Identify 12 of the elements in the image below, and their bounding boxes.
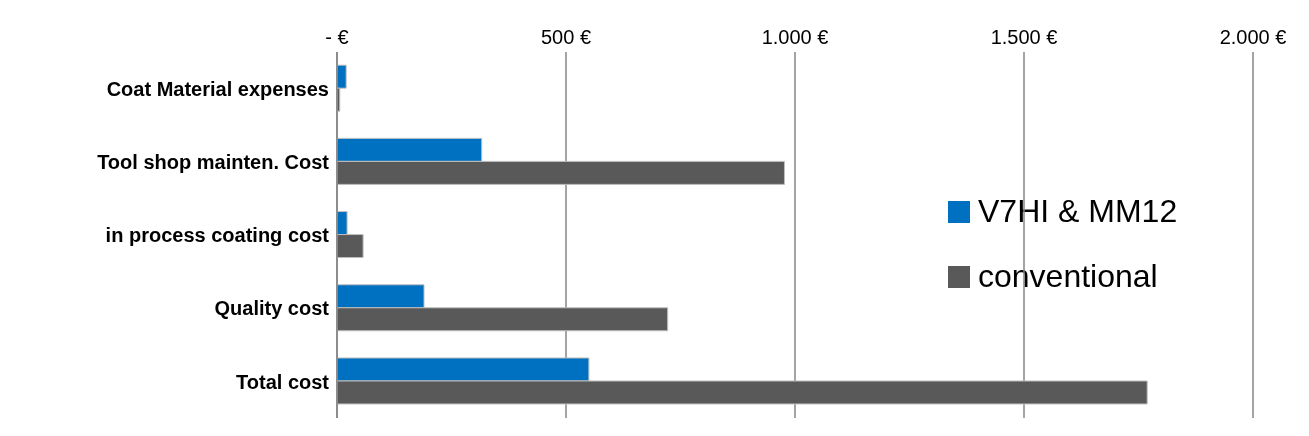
x-tick-label: 2.000 € <box>1219 26 1287 48</box>
legend-label: conventional <box>977 258 1159 295</box>
y-tick-label: Tool shop mainten. Cost <box>97 150 330 173</box>
y-tick-label: Coat Material expenses <box>106 77 329 100</box>
x-tick-label: 500 € <box>540 26 592 48</box>
legend-label: V7HI & MM12 <box>977 193 1178 230</box>
y-tick-label: Quality cost <box>214 297 330 320</box>
x-tick-label: 1.000 € <box>761 26 829 48</box>
y-tick-label: in process coating cost <box>105 224 330 247</box>
y-tick-label: Total cost <box>236 370 330 393</box>
x-tick-label: - € <box>325 26 349 48</box>
x-tick-label: 1.500 € <box>990 26 1058 48</box>
